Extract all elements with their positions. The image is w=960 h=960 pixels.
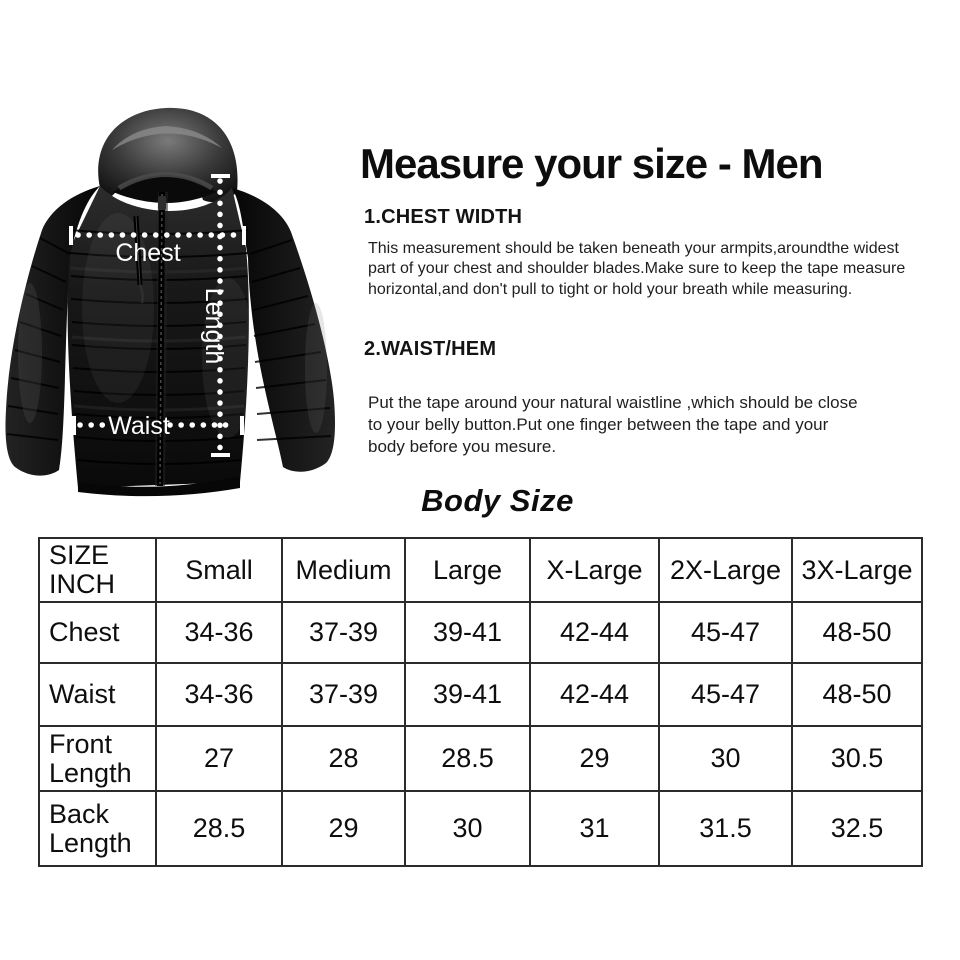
- size-cell: 39-41: [404, 662, 531, 727]
- size-cell: 30: [658, 725, 793, 792]
- size-cell: 32.5: [791, 790, 923, 867]
- table-row-front-length: Front Length 27 28 28.5 29 30 30.5: [38, 725, 923, 792]
- size-cell: 42-44: [529, 662, 660, 727]
- corner-cell: SIZE INCH: [38, 537, 157, 603]
- size-cell: 28.5: [155, 790, 283, 867]
- measurement-annotations: Chest Length Waist: [69, 174, 246, 457]
- size-cell: 29: [281, 790, 406, 867]
- table-row-waist: Waist 34-36 37-39 39-41 42-44 45-47 48-5…: [38, 662, 923, 727]
- size-cell: 42-44: [529, 601, 660, 664]
- jacket-left-sleeve: [5, 186, 101, 476]
- size-cell: 45-47: [658, 662, 793, 727]
- col-header-xlarge: X-Large: [529, 537, 660, 603]
- size-cell: 37-39: [281, 601, 406, 664]
- section-1-heading: 1.CHEST WIDTH: [364, 206, 523, 228]
- size-cell: 28.5: [404, 725, 531, 792]
- section-1-body: This measurement should be taken beneath…: [368, 240, 906, 298]
- size-cell: 34-36: [155, 601, 283, 664]
- size-cell: 37-39: [281, 662, 406, 727]
- zipper-pull: [158, 196, 166, 210]
- row-label: Waist: [38, 662, 157, 727]
- jacket-collar: [113, 175, 217, 203]
- row-label: Front Length: [38, 725, 157, 792]
- page-title: Measure your size - Men: [360, 140, 823, 187]
- col-header-2xlarge: 2X-Large: [658, 537, 793, 603]
- puffer-jacket-image: Chest Length Waist: [5, 107, 336, 497]
- size-cell: 27: [155, 725, 283, 792]
- table-row-back-length: Back Length 28.5 29 30 31 31.5 32.5: [38, 790, 923, 867]
- size-cell: 45-47: [658, 601, 793, 664]
- row-label: Chest: [38, 601, 157, 664]
- col-header-small: Small: [155, 537, 283, 603]
- size-table: SIZE INCH Small Medium Large X-Large 2X-…: [38, 537, 923, 867]
- length-label: Length: [200, 288, 228, 364]
- row-label: Back Length: [38, 790, 157, 867]
- section-2-body: Put the tape around your natural waistli…: [368, 393, 858, 457]
- size-cell: 39-41: [404, 601, 531, 664]
- size-cell: 48-50: [791, 601, 923, 664]
- table-row-chest: Chest 34-36 37-39 39-41 42-44 45-47 48-5…: [38, 601, 923, 664]
- table-header-row: SIZE INCH Small Medium Large X-Large 2X-…: [38, 537, 923, 603]
- size-cell: 34-36: [155, 662, 283, 727]
- chest-label: Chest: [115, 239, 180, 267]
- jacket-hem: [78, 476, 240, 497]
- size-cell: 30.5: [791, 725, 923, 792]
- chest-pocket-zipper: [133, 215, 144, 304]
- col-header-large: Large: [404, 537, 531, 603]
- size-cell: 48-50: [791, 662, 923, 727]
- table-title: Body Size: [421, 483, 574, 518]
- sleeve-quilt-seams: [6, 237, 332, 441]
- section-2-heading: 2.WAIST/HEM: [364, 338, 497, 360]
- size-cell: 29: [529, 725, 660, 792]
- size-cell: 28: [281, 725, 406, 792]
- size-cell: 31.5: [658, 790, 793, 867]
- jacket-illustration: Chest Length Waist: [0, 98, 366, 506]
- size-cell: 30: [404, 790, 531, 867]
- size-cell: 31: [529, 790, 660, 867]
- waist-label: Waist: [108, 412, 170, 440]
- col-header-3xlarge: 3X-Large: [791, 537, 923, 603]
- col-header-medium: Medium: [281, 537, 406, 603]
